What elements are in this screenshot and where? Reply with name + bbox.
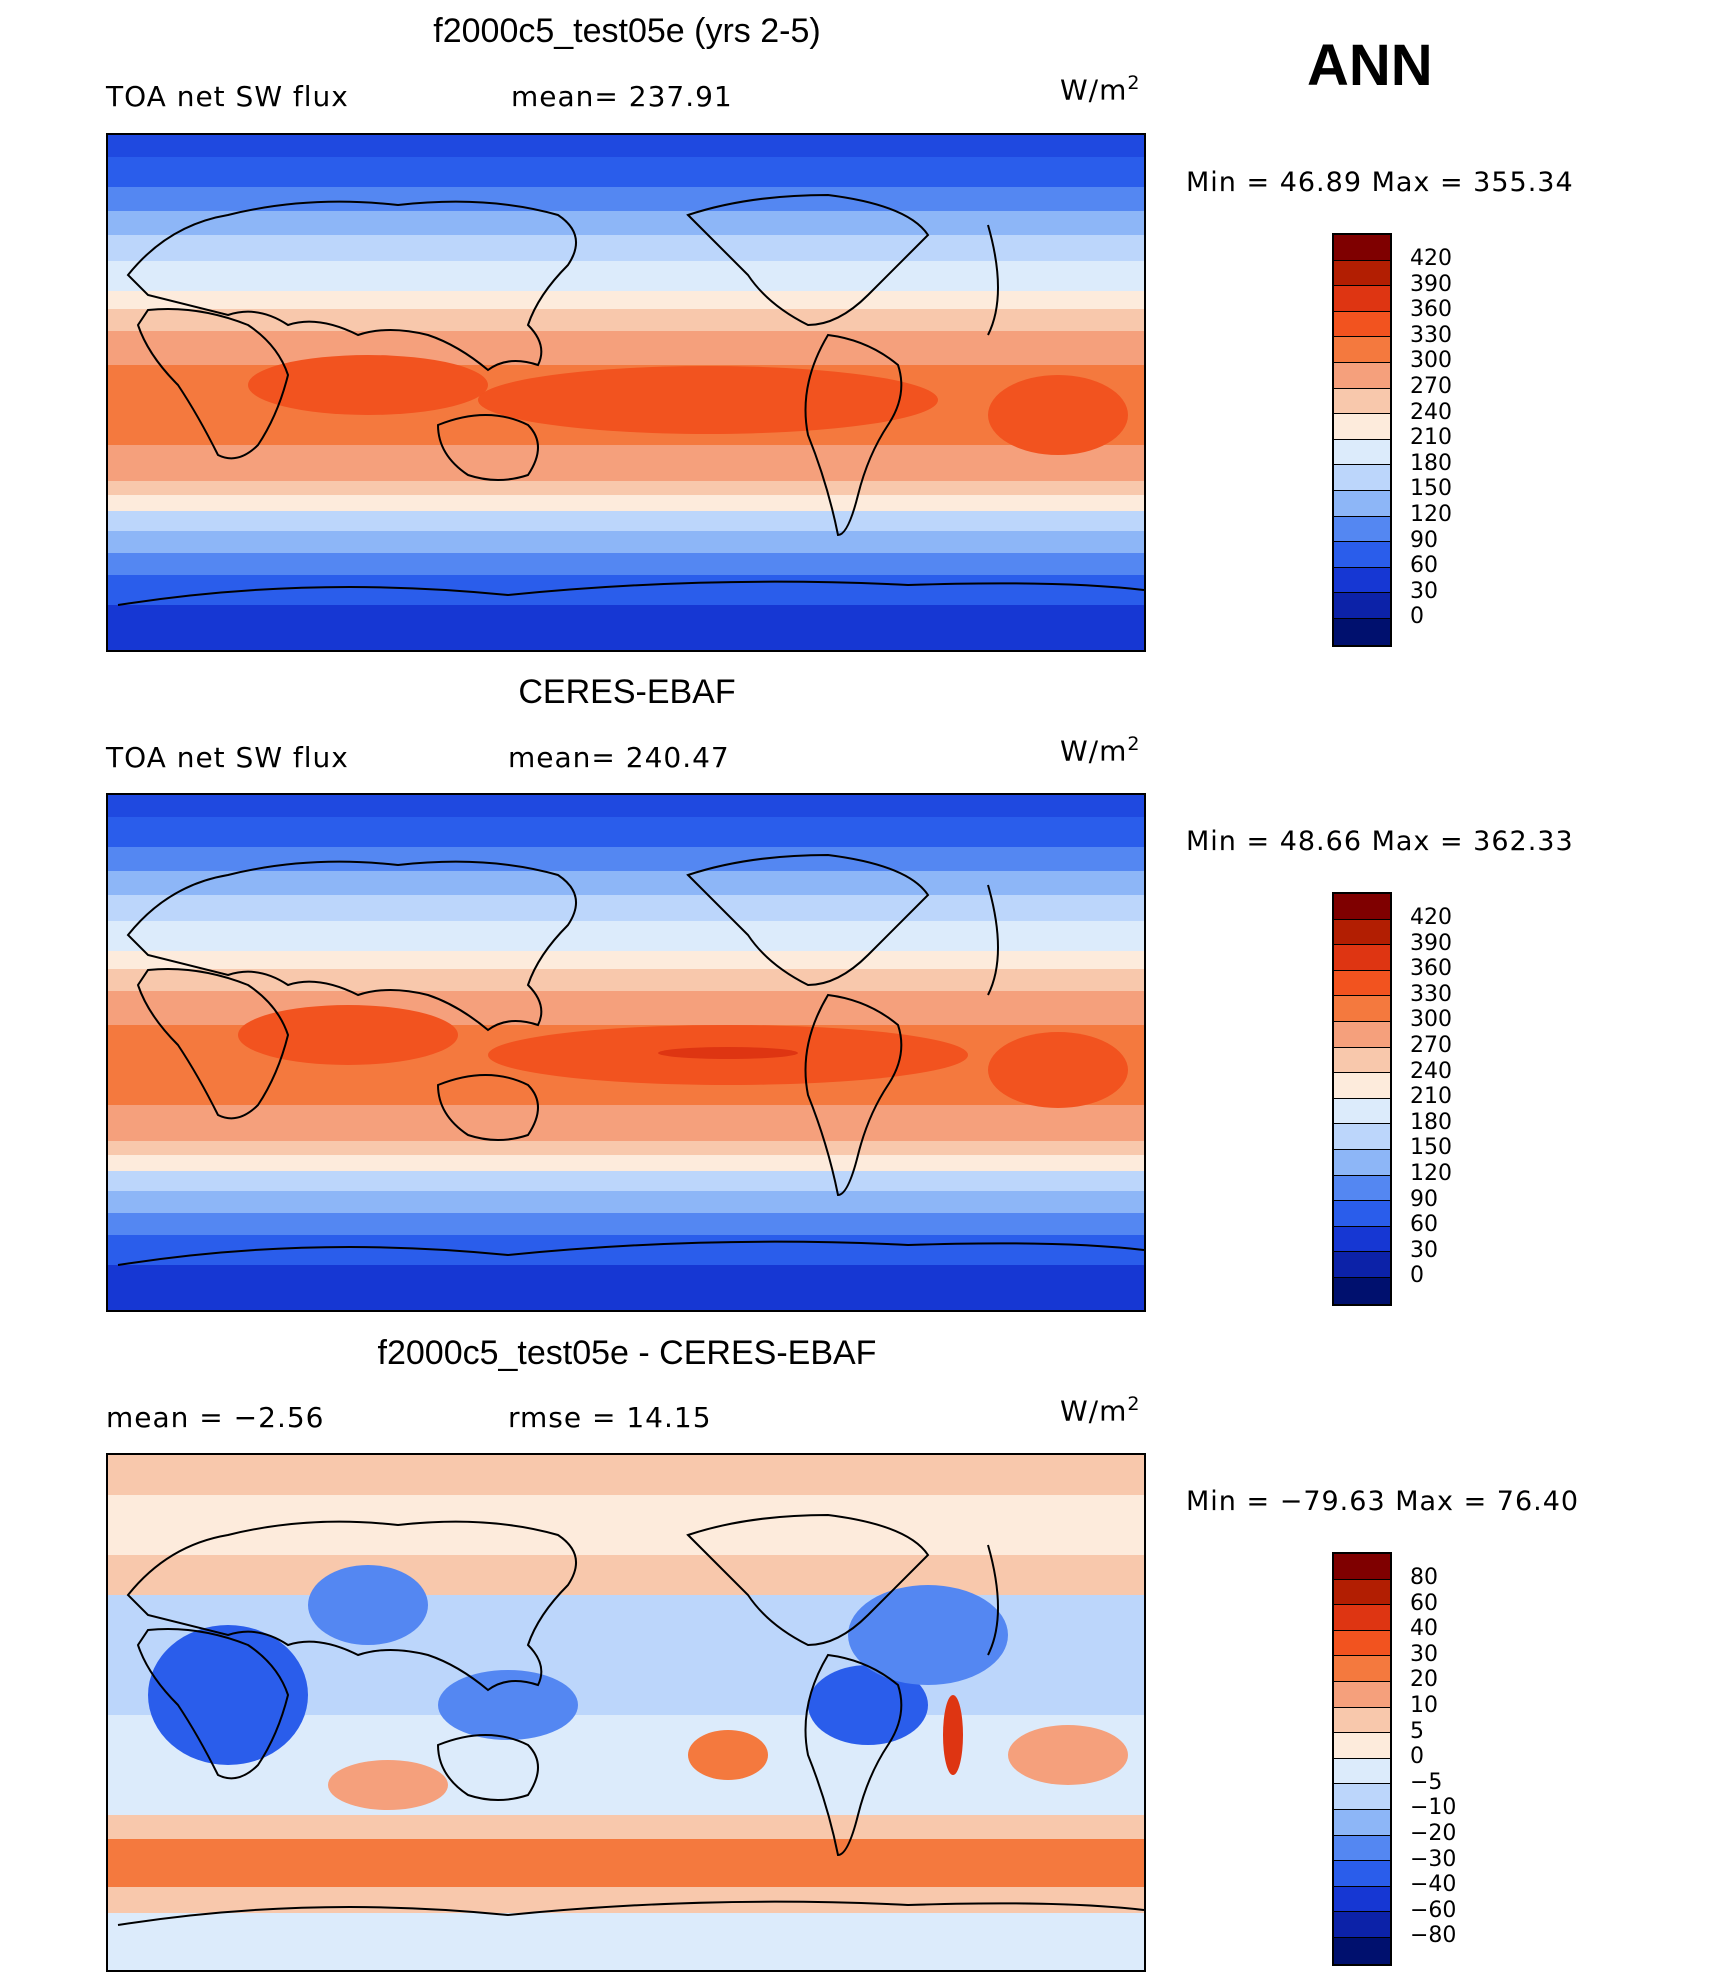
- season-label: ANN: [1307, 33, 1433, 98]
- panel-1-mean-label: mean= 237.91: [511, 80, 733, 113]
- colorbar-tick: 180: [1410, 450, 1452, 476]
- colorbar-tick: 210: [1410, 1084, 1452, 1110]
- colorbar-tick: 150: [1410, 1135, 1452, 1161]
- colorbar-tick: 330: [1410, 981, 1452, 1007]
- colorbar-tick: 20: [1410, 1667, 1438, 1693]
- colorbar-tick: 30: [1410, 578, 1438, 604]
- colorbar-tick: 360: [1410, 297, 1452, 323]
- colorbar-tick: 300: [1410, 348, 1452, 374]
- colorbar-tick: 180: [1410, 1109, 1452, 1135]
- colorbar-tick: 90: [1410, 527, 1438, 553]
- panel-2-mean-label: mean= 240.47: [508, 741, 730, 774]
- panel-2-left-label: TOA net SW flux: [106, 741, 349, 774]
- colorbar-tick: 5: [1410, 1718, 1424, 1744]
- panel-1-minmax: Min = 46.89 Max = 355.34: [1186, 167, 1574, 198]
- colorbar-tick: 40: [1410, 1616, 1438, 1642]
- colorbar-tick: −10: [1410, 1795, 1457, 1821]
- colorbar-tick: 0: [1410, 1744, 1424, 1770]
- panel-1-units: W/m2: [1060, 72, 1141, 107]
- colorbar-tick: 390: [1410, 930, 1452, 956]
- colorbar-tick: 60: [1410, 1212, 1438, 1238]
- colorbar-tick: 60: [1410, 553, 1438, 579]
- panel-1-left-label: TOA net SW flux: [106, 80, 349, 113]
- colorbar-tick: 390: [1410, 271, 1452, 297]
- panel-3-minmax: Min = −79.63 Max = 76.40: [1186, 1486, 1580, 1517]
- panel-3-rmse-label: rmse = 14.15: [508, 1401, 712, 1434]
- colorbar-tick: −60: [1410, 1897, 1457, 1923]
- colorbar-tick: 80: [1410, 1565, 1438, 1590]
- colorbar-tick: 0: [1410, 604, 1424, 630]
- panel-2-colorbar: [1332, 892, 1392, 1306]
- colorbar-tick: 330: [1410, 322, 1452, 348]
- colorbar-tick: 60: [1410, 1590, 1438, 1616]
- colorbar-tick: 150: [1410, 476, 1452, 502]
- colorbar-tick: −5: [1410, 1769, 1443, 1795]
- colorbar-tick: −20: [1410, 1821, 1457, 1846]
- colorbar-tick: 420: [1410, 905, 1452, 930]
- colorbar-tick: 30: [1410, 1641, 1438, 1667]
- colorbar-tick: 270: [1410, 374, 1452, 399]
- colorbar-tick: 240: [1410, 1058, 1452, 1084]
- panel-3-colorbar: [1332, 1552, 1392, 1966]
- panel-2-title: CERES-EBAF: [518, 673, 736, 711]
- colorbar-tick: 300: [1410, 1007, 1452, 1033]
- panel-3-mean-label: mean = −2.56: [106, 1401, 325, 1434]
- colorbar-tick: 0: [1410, 1263, 1424, 1289]
- panel-3-units: W/m2: [1060, 1393, 1141, 1428]
- colorbar-tick: 210: [1410, 425, 1452, 451]
- colorbar-tick: 420: [1410, 246, 1452, 271]
- panel-3-map: [106, 1453, 1146, 1972]
- panel-2-units: W/m2: [1060, 733, 1141, 768]
- colorbar-tick: −40: [1410, 1872, 1457, 1898]
- panel-1-colorbar: [1332, 233, 1392, 647]
- panel-1-title: f2000c5_test05e (yrs 2-5): [433, 12, 821, 50]
- colorbar-tick: −80: [1410, 1923, 1457, 1949]
- colorbar-tick: 30: [1410, 1237, 1438, 1263]
- panel-3-title: f2000c5_test05e - CERES-EBAF: [377, 1334, 877, 1372]
- colorbar-tick: 270: [1410, 1033, 1452, 1058]
- colorbar-tick: 10: [1410, 1693, 1438, 1718]
- colorbar-tick: 360: [1410, 956, 1452, 982]
- colorbar-tick: −30: [1410, 1846, 1457, 1872]
- colorbar-tick: 90: [1410, 1186, 1438, 1212]
- panel-2-minmax: Min = 48.66 Max = 362.33: [1186, 826, 1574, 857]
- colorbar-tick: 120: [1410, 1161, 1452, 1186]
- colorbar-tick: 120: [1410, 502, 1452, 527]
- colorbar-tick: 240: [1410, 399, 1452, 425]
- panel-1-map: [106, 133, 1146, 652]
- panel-2-map: [106, 793, 1146, 1312]
